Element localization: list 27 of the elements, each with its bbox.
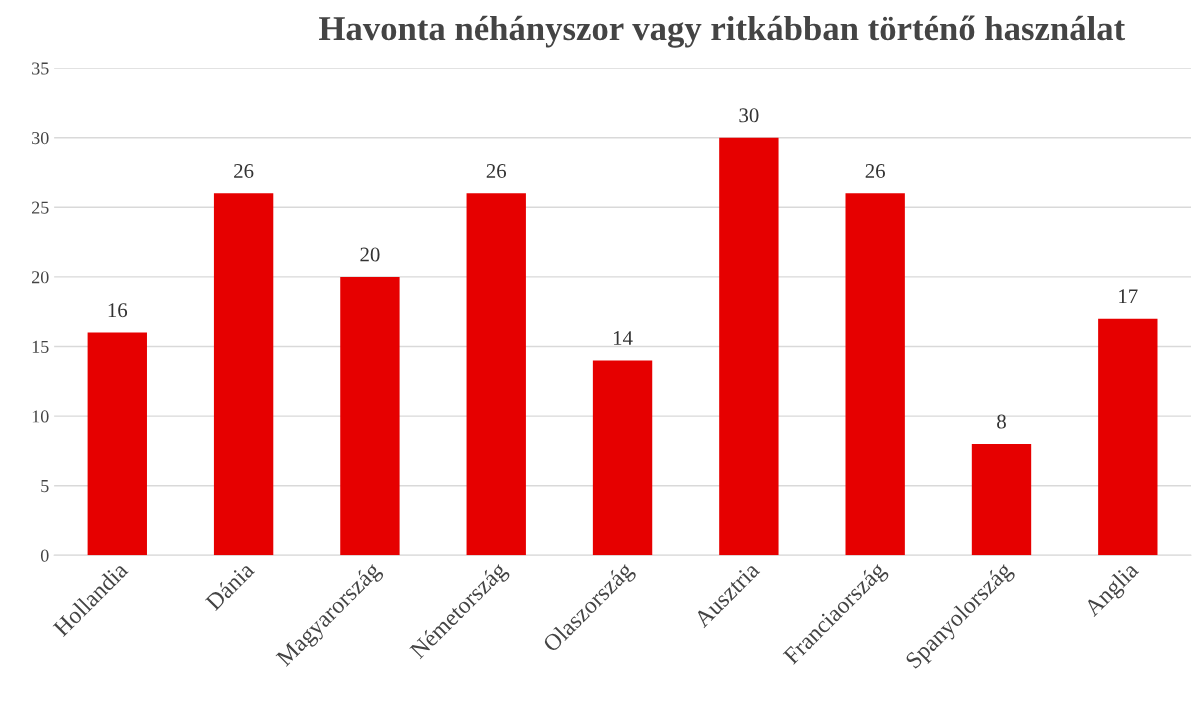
y-tick-label: 15: [32, 340, 49, 353]
data-label: 26: [234, 164, 254, 179]
y-tick-label: 0: [40, 549, 49, 562]
bar: [466, 193, 526, 556]
data-label: 30: [739, 108, 759, 123]
bar: [1098, 318, 1158, 556]
bar: [213, 193, 274, 556]
y-tick-label: 10: [32, 410, 49, 423]
bar: [592, 360, 653, 556]
data-label: 26: [486, 164, 507, 179]
bar: [719, 137, 779, 556]
data-label: 8: [997, 414, 1006, 429]
data-label: 17: [1119, 289, 1138, 304]
data-label: 14: [613, 331, 633, 345]
bar: [845, 193, 905, 556]
bar: [971, 443, 1032, 556]
data-label: 16: [108, 303, 128, 318]
y-tick-label: 25: [32, 201, 49, 214]
y-tick-label: 30: [32, 131, 49, 145]
y-tick-label: 35: [32, 62, 49, 75]
y-tick-label: 5: [41, 480, 49, 493]
data-label: 20: [360, 247, 380, 262]
bar: [87, 332, 147, 556]
y-tick-label: 20: [32, 271, 49, 284]
data-label: 26: [865, 164, 885, 179]
bar: [340, 276, 400, 556]
chart-title: Havonta néhányszor vagy ritkábban történő használat: [319, 15, 1126, 48]
